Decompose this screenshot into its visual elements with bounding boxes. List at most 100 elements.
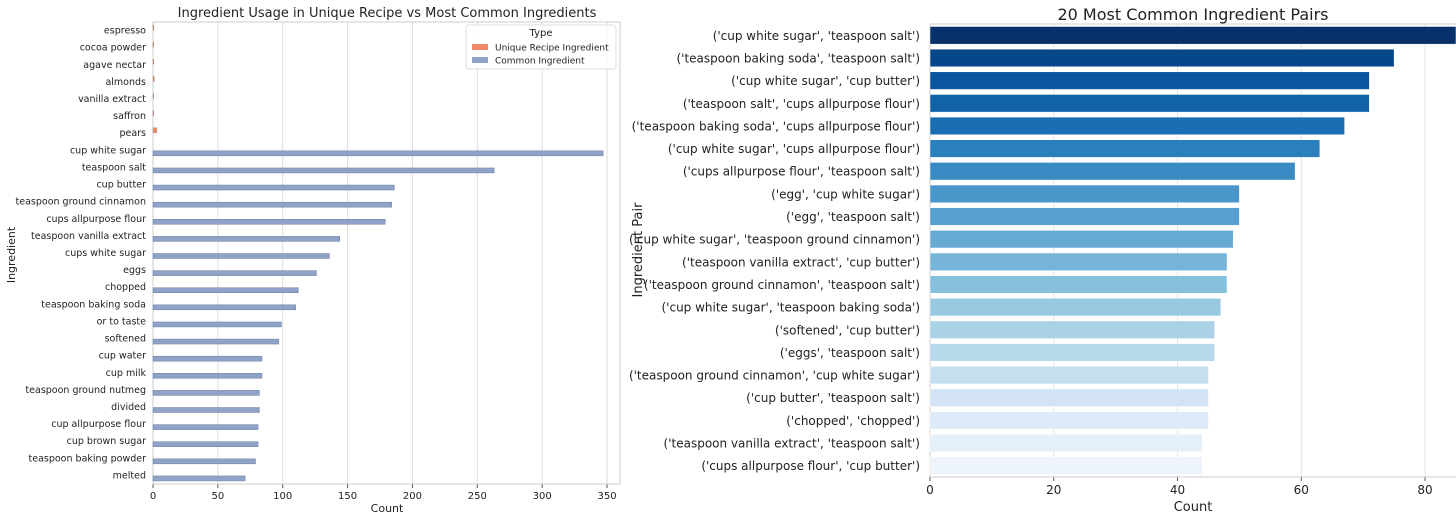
- chart1-legend-swatch: [472, 57, 488, 63]
- chart2-y-tick-label: ('teaspoon ground cinnamon', 'cup white …: [629, 369, 920, 383]
- chart1-plot: 0 50 100 150 200 250 300 350 espresso cocoa powde…: [16, 21, 621, 502]
- chart2-x-tick-label: 0: [926, 483, 934, 497]
- chart1-legend-box: [465, 24, 617, 70]
- chart1-y-tick-label: teaspoon baking powder: [29, 453, 147, 464]
- chart1-bar-common: [152, 355, 263, 362]
- chart2-x-tick-label: 80: [1417, 483, 1432, 497]
- chart2-bar: [929, 139, 1321, 158]
- chart1-y-tick-label: vanilla extract: [78, 94, 146, 105]
- chart1-bar-common: [152, 287, 299, 293]
- chart1-legend-title: Type: [529, 28, 553, 39]
- chart2-y-tick-label: ('cup white sugar', 'cups allpurpose flo…: [668, 142, 920, 156]
- chart2-y-tick-label: ('egg', 'teaspoon salt'): [786, 210, 920, 224]
- chart1-x-tick-label: 0: [150, 491, 156, 502]
- chart1-y-tick-label: pears: [119, 128, 146, 139]
- chart2-y-tick-label: ('teaspoon vanilla extract', 'cup butter…: [682, 255, 920, 269]
- chart1-y-tick-label: cup allpurpose flour: [51, 419, 146, 430]
- chart1-x-tick-label: 100: [273, 491, 292, 502]
- chart1-y-tick-label: cup white sugar: [70, 145, 146, 156]
- chart1-x-tick-label: 300: [533, 491, 552, 502]
- chart1-y-tick-label: cup milk: [106, 368, 147, 379]
- chart1-bar-common: [152, 475, 246, 482]
- chart2-bar: [929, 433, 1203, 453]
- chart2-bar: [929, 184, 1240, 203]
- chart1-title: Ingredient Usage in Unique Recipe vs Mos…: [178, 6, 597, 21]
- chart2-bar: [929, 298, 1222, 317]
- chart2-y-tick-label: ('teaspoon salt', 'cups allpurpose flour…: [683, 97, 920, 111]
- chart1-y-tick-label: cup brown sugar: [67, 436, 146, 447]
- chart1-x-tick-label: 50: [211, 491, 224, 502]
- chart1-y-tick-label: divided: [111, 402, 146, 413]
- chart1-y-tick-label: teaspoon salt: [82, 162, 146, 173]
- chart1-bar-common: [152, 458, 256, 465]
- chart1-y-tick-label: teaspoon ground nutmeg: [25, 385, 146, 396]
- chart1-bar-common: [152, 167, 495, 174]
- chart1-legend-label: Common Ingredient: [495, 57, 585, 67]
- chart1-y-tick-label: cup butter: [96, 180, 146, 191]
- chart1-x-tick-label: 150: [338, 491, 357, 502]
- chart1-y-tick-label: or to taste: [97, 316, 147, 327]
- chart1-y-tick-label: agave nectar: [83, 60, 146, 71]
- chart2-y-tick-label: ('cup white sugar', 'cup butter'): [731, 74, 920, 88]
- chart1-bar-unique: [152, 24, 154, 31]
- chart1-bar-unique: [152, 93, 154, 99]
- chart1-y-tick-label: saffron: [113, 111, 146, 122]
- chart2-y-tick-label: ('teaspoon ground cinnamon', 'teaspoon s…: [644, 278, 920, 292]
- chart1-bar-unique: [152, 76, 155, 82]
- chart2-bar: [929, 275, 1228, 294]
- chart1-x-tick-label: 350: [597, 491, 616, 502]
- chart2-bar: [929, 343, 1215, 362]
- chart1-bar-common: [152, 150, 604, 157]
- chart2-bar: [929, 162, 1296, 181]
- chart1-bar-common: [152, 321, 282, 328]
- chart2-bar: [929, 116, 1345, 136]
- chart2-y-tick-label: ('cup white sugar', 'teaspoon salt'): [713, 29, 920, 43]
- chart2-y-tick-label: ('eggs', 'teaspoon salt'): [780, 346, 920, 360]
- chart1-bar-common: [152, 424, 259, 430]
- chart2-y-tick-label: ('teaspoon vanilla extract', 'teaspoon s…: [664, 437, 920, 451]
- chart2-bar: [929, 456, 1203, 475]
- chart2-x-axis-label: Count: [1174, 500, 1213, 515]
- chart1-bar-unique: [152, 42, 154, 48]
- chart1-bar-common: [152, 338, 280, 345]
- chart1-y-tick-label: cup water: [99, 351, 146, 362]
- chart1-bar-unique: [152, 127, 158, 133]
- chart2-y-tick-label: ('cup white sugar', 'teaspoon baking sod…: [661, 301, 920, 315]
- chart2-y-tick-label: ('cups allpurpose flour', 'teaspoon salt…: [683, 165, 920, 179]
- chart1-x-axis-label: Count: [371, 502, 404, 515]
- chart1-bar-common: [152, 407, 260, 413]
- chart1-frame: [152, 21, 621, 485]
- chart2-bar: [929, 94, 1370, 113]
- chart2-y-tick-label: ('egg', 'cup white sugar'): [771, 187, 920, 201]
- chart2-y-tick-label: ('cup butter', 'teaspoon salt'): [746, 391, 920, 405]
- chart1-y-tick-label: cups allpurpose flour: [46, 214, 146, 225]
- chart2-bar: [929, 365, 1209, 385]
- chart1-y-tick-label: teaspoon ground cinnamon: [16, 197, 146, 208]
- chart2-x-tick-label: 20: [1046, 483, 1061, 497]
- chart1-bar-common: [152, 201, 392, 208]
- chart1-y-tick-label: almonds: [105, 77, 146, 88]
- chart2-x-tick-label: 60: [1294, 483, 1309, 497]
- chart2-bar: [929, 207, 1240, 226]
- chart2-bar: [929, 252, 1228, 271]
- chart2-y-tick-label: ('cup white sugar', 'teaspoon ground cin…: [629, 233, 920, 247]
- chart2-y-tick-label: ('cups allpurpose flour', 'cup butter'): [701, 459, 920, 473]
- chart2-y-tick-label: ('softened', 'cup butter'): [775, 323, 920, 337]
- chart2-x-tick-label: 40: [1170, 483, 1185, 497]
- chart1-y-tick-label: cocoa powder: [80, 43, 146, 54]
- chart1-x-tick-label: 250: [468, 491, 487, 502]
- chart1-bar-unique: [152, 110, 154, 116]
- chart2-bar: [929, 320, 1215, 339]
- chart1-legend-label: Unique Recipe Ingredient: [495, 44, 609, 54]
- chart1-bar-common: [152, 219, 386, 225]
- chart1-bar-common: [152, 253, 330, 259]
- chart1-bar-unique: [152, 59, 154, 65]
- chart1-y-tick-label: softened: [105, 334, 146, 345]
- chart2-plot: 0 20 40 60 80 ('cup white sugar', 'teaspoon s…: [629, 23, 1456, 497]
- chart1-y-axis-label: Ingredient: [5, 226, 18, 283]
- chart1-bar-common: [152, 184, 395, 191]
- chart1-y-tick-label: melted: [113, 470, 146, 481]
- chart2-title: 20 Most Common Ingredient Pairs: [1057, 5, 1328, 24]
- chart2-bar: [929, 48, 1395, 68]
